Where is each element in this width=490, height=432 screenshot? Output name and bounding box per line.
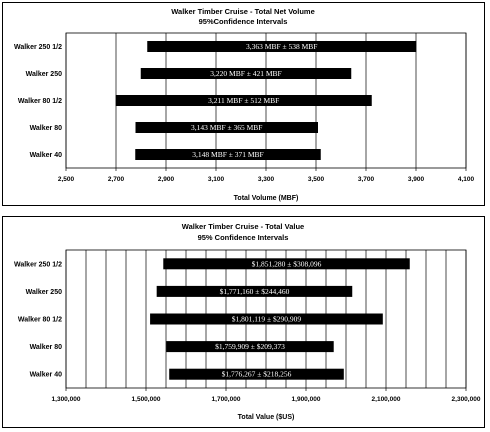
x-axis-label: Total Volume (MBF) — [234, 195, 299, 202]
x-tick-labels: 1,300,000 1,500,000 1,700,000 1,900,000 2,10… — [52, 396, 481, 403]
x-tick-label: 3,900 — [408, 176, 425, 183]
x-tick-label: 3,500 — [308, 176, 325, 183]
value-chart: Walker Timber Cruise - Total Value 95% C… — [14, 222, 481, 421]
range-bar — [169, 368, 344, 380]
bar-data-label: 3,211 MBF ± 512 MBF — [208, 96, 279, 105]
bar-data-label: $1,771,160 ± $244,460 — [220, 287, 290, 296]
category-label: Walker 250 1/2 — [14, 44, 62, 51]
plot-area-frame — [65, 249, 467, 389]
x-tick-label: 3,700 — [358, 176, 375, 183]
x-tick-label: 2,100,000 — [372, 396, 401, 403]
category-label: Walker 250 — [26, 71, 62, 78]
range-bars: 3,363 MBF ± 538 MBF 3,220 MBF ± 421 MBF 3,… — [115, 41, 417, 160]
volume-chart-panel: Walker Timber Cruise - Total Net Volume … — [2, 2, 485, 206]
category-label: Walker 80 — [30, 125, 63, 132]
x-tick-label: 1,300,000 — [52, 396, 81, 403]
category-label: Walker 250 — [26, 289, 62, 296]
x-axis-label: Total Value ($US) — [238, 414, 295, 421]
category-label: Walker 80 1/2 — [18, 317, 62, 324]
bar-data-label: $1,801,119 ± $290,909 — [232, 315, 302, 324]
chart-title: Walker Timber Cruise - Total Net Volume — [171, 7, 315, 16]
category-labels: Walker 250 1/2 Walker 250 Walker 80 1/2 Wal… — [14, 44, 62, 159]
category-label: Walker 80 1/2 — [18, 98, 62, 105]
volume-chart: Walker Timber Cruise - Total Net Volume … — [14, 7, 475, 202]
x-tick-label: 2,300,000 — [452, 396, 481, 403]
x-tick-label: 3,100 — [208, 176, 225, 183]
x-tick-label: 4,100 — [458, 176, 475, 183]
range-bar — [135, 122, 318, 133]
x-tick-label: 2,500 — [58, 176, 75, 183]
bar-data-label: $1,851,280 ± $308,096 — [252, 259, 322, 268]
x-tick-label: 1,900,000 — [292, 396, 321, 403]
range-bar — [115, 95, 372, 106]
value-chart-panel: Walker Timber Cruise - Total Value 95% C… — [2, 216, 485, 428]
category-label: Walker 40 — [30, 152, 63, 159]
category-label: Walker 250 1/2 — [14, 261, 62, 268]
x-tick-label: 2,700 — [108, 176, 125, 183]
range-bar — [166, 341, 334, 353]
bar-data-label: 3,148 MBF ± 371 MBF — [192, 150, 263, 159]
chart-title: Walker Timber Cruise - Total Value — [182, 222, 304, 231]
range-bar — [147, 41, 417, 52]
x-tick-label: 3,300 — [258, 176, 275, 183]
chart-subtitle: 95% Confidence Intervals — [198, 233, 289, 242]
bar-data-label: $1,759,909 ± $209,373 — [215, 342, 285, 351]
range-bar — [163, 258, 410, 270]
x-tick-label: 1,700,000 — [212, 396, 241, 403]
bar-data-label: 3,220 MBF ± 421 MBF — [210, 69, 281, 78]
category-label: Walker 40 — [30, 372, 63, 379]
x-tick-label: 2,900 — [158, 176, 175, 183]
category-labels: Walker 250 1/2 Walker 250 Walker 80 1/2 Wal… — [14, 261, 62, 378]
range-bar — [150, 313, 383, 325]
bar-data-label: $1,776,267 ± $218,256 — [222, 370, 292, 379]
range-bar — [135, 149, 321, 160]
x-tick-label: 1,500,000 — [132, 396, 161, 403]
category-label: Walker 80 — [30, 344, 63, 351]
range-bar — [156, 285, 353, 297]
plot-area-frame — [65, 32, 467, 169]
x-tick-labels: 2,500 2,700 2,900 3,100 3,300 3,500 3,700 3,900… — [58, 176, 475, 183]
chart-subtitle: 95%Confidence Intervals — [199, 17, 288, 26]
range-bar — [140, 68, 352, 79]
bar-data-label: 3,363 MBF ± 538 MBF — [246, 42, 317, 51]
range-bars: $1,851,280 ± $308,096 $1,771,160 ± $244,4… — [150, 258, 410, 380]
bar-data-label: 3,143 MBF ± 365 MBF — [191, 123, 262, 132]
